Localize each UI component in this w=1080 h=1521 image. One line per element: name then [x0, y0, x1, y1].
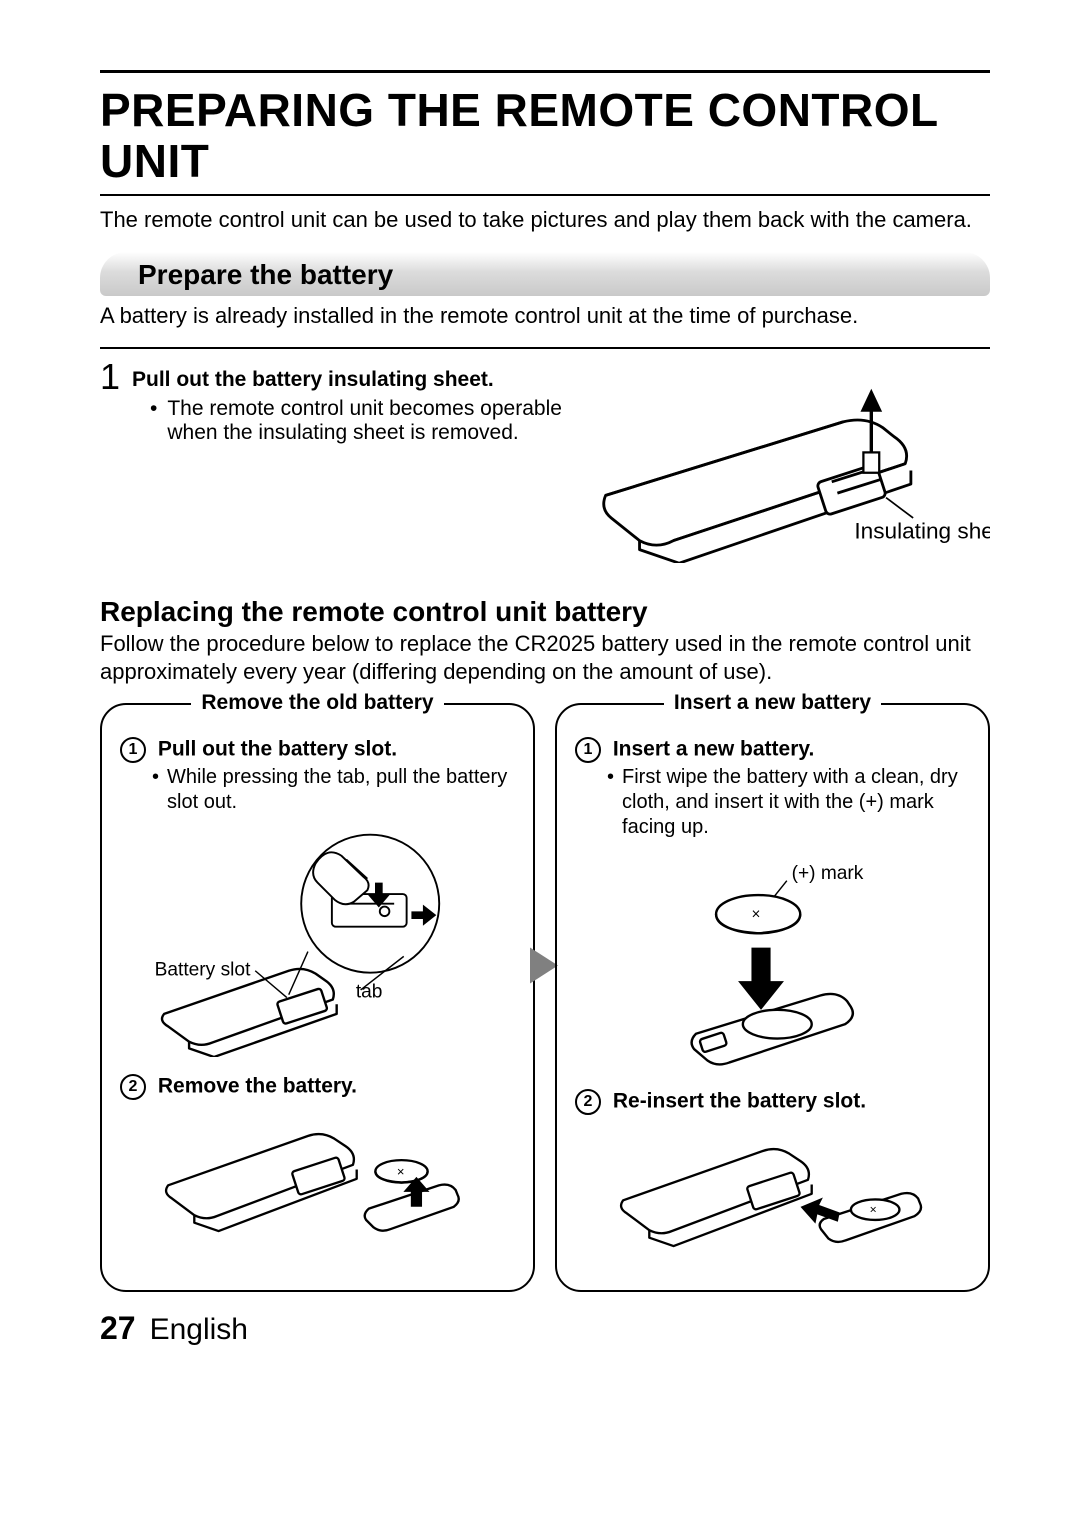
label-plus-mark: (+) mark	[792, 863, 864, 884]
circ-num-1: 1	[120, 737, 146, 763]
left-step1-title: Pull out the battery slot.	[158, 738, 397, 761]
label-insulating-sheet: Insulating sheet	[854, 519, 990, 544]
left-step1-bullet: • While pressing the tab, pull the batte…	[120, 765, 515, 815]
left-step2: 2 Remove the battery.	[120, 1074, 515, 1100]
figure-reinsert-slot: ×	[575, 1121, 970, 1261]
battery-replace-columns: Remove the old battery 1 Pull out the ba…	[100, 703, 990, 1292]
step1-bullet: • The remote control unit becomes operab…	[132, 397, 573, 445]
right-step1-title: Insert a new battery.	[613, 738, 815, 761]
circ-num-2b: 2	[575, 1089, 601, 1115]
step-1-row: 1 Pull out the battery insulating sheet.…	[100, 359, 990, 574]
right-step1: 1 Insert a new battery.	[575, 737, 970, 763]
intro-text: The remote control unit can be used to t…	[100, 206, 990, 234]
legend-insert: Insert a new battery	[664, 691, 881, 714]
figure-pull-slot: Battery slot tab	[120, 827, 515, 1057]
label-battery-slot: Battery slot	[155, 960, 251, 981]
page-number: 27	[100, 1310, 136, 1347]
left-step1-bullet-text: While pressing the tab, pull the battery…	[167, 765, 515, 815]
figure-insulating-sheet: Insulating sheet	[583, 371, 990, 563]
right-step2: 2 Re-insert the battery slot.	[575, 1089, 970, 1115]
section-heading-text: Prepare the battery	[138, 259, 393, 291]
left-step1: 1 Pull out the battery slot.	[120, 737, 515, 763]
section2-heading: Replacing the remote control unit batter…	[100, 596, 990, 628]
section-heading-prepare: Prepare the battery	[100, 252, 990, 296]
page-title: PREPARING THE REMOTE CONTROL UNIT	[100, 85, 990, 186]
step1-bullet-text: The remote control unit becomes operable…	[167, 397, 573, 445]
section2-text: Follow the procedure below to replace th…	[100, 630, 990, 685]
page-language: English	[150, 1313, 248, 1347]
top-rule	[100, 70, 990, 73]
section1-text: A battery is already installed in the re…	[100, 302, 990, 330]
step-number: 1	[100, 359, 122, 395]
panel-insert-new: Insert a new battery 1 Insert a new batt…	[555, 703, 990, 1292]
manual-page: PREPARING THE REMOTE CONTROL UNIT The re…	[0, 0, 1080, 1521]
circ-num-2: 2	[120, 1074, 146, 1100]
under-title-rule	[100, 194, 990, 196]
rule-above-step	[100, 347, 990, 349]
right-step1-bullet-text: First wipe the battery with a clean, dry…	[622, 765, 970, 840]
panel-remove-old: Remove the old battery 1 Pull out the ba…	[100, 703, 535, 1292]
right-step2-title: Re-insert the battery slot.	[613, 1090, 866, 1113]
svg-text:×: ×	[870, 1203, 877, 1217]
circ-num-1b: 1	[575, 737, 601, 763]
page-footer: 27 English	[100, 1310, 990, 1347]
left-step2-title: Remove the battery.	[158, 1075, 357, 1098]
legend-remove: Remove the old battery	[191, 691, 443, 714]
figure-insert-battery: (+) mark ×	[575, 852, 970, 1072]
label-tab: tab	[356, 982, 383, 1003]
step1-title: Pull out the battery insulating sheet.	[132, 367, 573, 393]
right-step1-bullet: • First wipe the battery with a clean, d…	[575, 765, 970, 840]
figure-remove-battery: ×	[120, 1106, 515, 1246]
svg-text:×: ×	[751, 906, 760, 923]
svg-text:×: ×	[397, 1164, 405, 1179]
